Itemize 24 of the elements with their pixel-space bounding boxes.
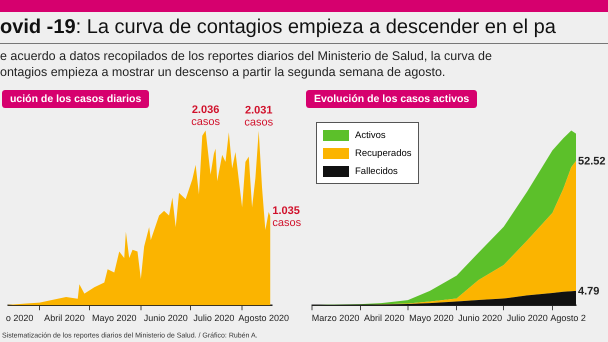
x-tick-label: Mayo 2020: [92, 313, 137, 324]
chart-title: ución de los casos diarios: [2, 90, 150, 108]
annotation: 2.031 casos: [244, 104, 274, 128]
x-tick-label: Abril 2020: [364, 313, 405, 324]
x-tick-label: Abril 2020: [44, 313, 85, 324]
annotation: 52.52: [578, 156, 606, 168]
annotation: 2.036 casos: [191, 104, 220, 128]
x-tick-label: Agosto 2020: [238, 313, 289, 324]
x-tick-label: Julio 2020: [193, 313, 234, 324]
x-tick-label: Mayo 2020: [409, 313, 454, 324]
x-tick-label: Junio 2020: [144, 313, 188, 324]
x-tick-label: Marzo 2020: [312, 313, 360, 324]
x-tick-label: Junio 2020: [458, 313, 502, 324]
x-tick-label: o 2020: [6, 313, 34, 324]
annotation: 4.79: [578, 285, 600, 298]
x-tick-label: Julio 2020: [506, 313, 548, 324]
chart-title: Evolución de los casos activos: [306, 90, 478, 108]
annotation: 1.035 casos: [272, 204, 302, 229]
x-tick-label: Agosto 2: [550, 313, 586, 324]
legend-label: Recuperados: [354, 146, 412, 160]
legend-label: Activos: [354, 128, 387, 142]
text: e acuerdo a datos recopilados de los reportes diarios del Ministerio de Salud, la curva de ontagios empieza a mostrar un descenso a partir la segunda semana de agosto.: [0, 48, 492, 80]
text: ovid -19: La curva de contagios empieza a descender en el pa: [0, 16, 556, 39]
legend-label: Fallecidos: [354, 164, 399, 178]
